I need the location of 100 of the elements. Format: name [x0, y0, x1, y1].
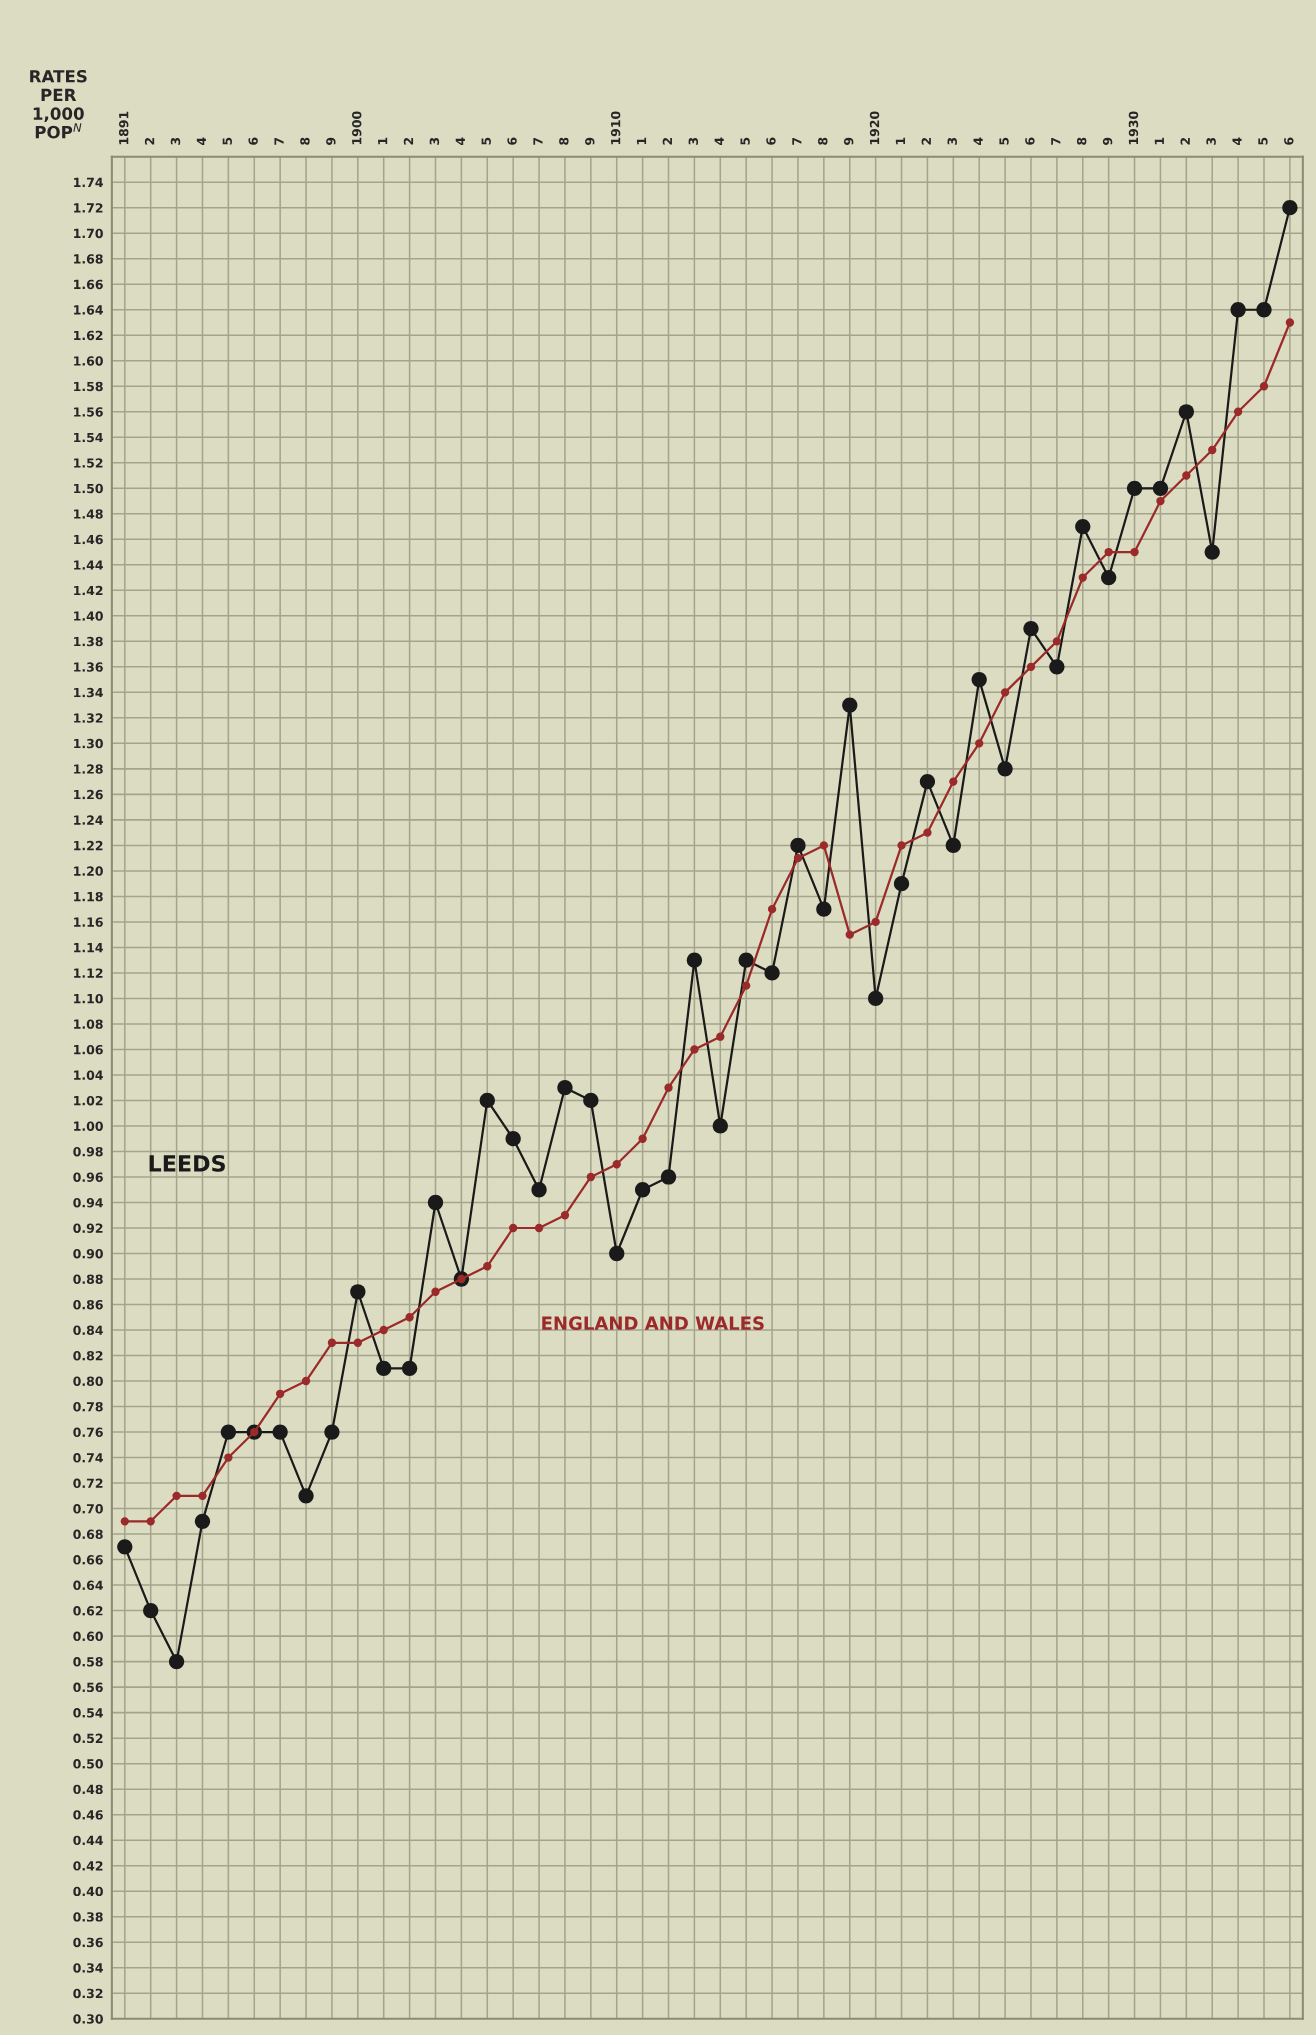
point	[793, 853, 803, 863]
point	[738, 952, 754, 968]
x-tick-label: 5	[222, 137, 232, 145]
point	[117, 1539, 133, 1555]
y-tick-label: 0.32	[73, 1988, 103, 1999]
point	[353, 1338, 362, 1347]
point	[716, 1032, 725, 1041]
y-tick-label: 1.42	[74, 585, 103, 596]
point	[1026, 662, 1036, 672]
y-tick-label: 0.50	[73, 1759, 103, 1769]
point	[1208, 445, 1217, 455]
y-tick-label: 0.92	[73, 1223, 103, 1233]
point	[505, 1131, 521, 1147]
point	[842, 697, 858, 713]
y-axis-title: RATES PER 1,000 POP$^{N}$	[30, 69, 87, 139]
point	[764, 965, 780, 981]
y-tick-label: 1.52	[74, 458, 103, 468]
y-tick-label: 1.40	[74, 611, 103, 621]
x-tick-label: 1910	[610, 111, 621, 145]
point	[660, 1169, 677, 1185]
y-tick-label: 0.80	[73, 1376, 103, 1386]
x-tick-label: 9	[843, 137, 854, 145]
y-tick-label: 0.96	[73, 1172, 103, 1182]
y-tick-label: 0.60	[73, 1631, 103, 1642]
x-tick-label: 2	[403, 137, 414, 145]
point	[405, 1313, 414, 1322]
point	[146, 1517, 155, 1526]
point	[816, 901, 832, 917]
point	[945, 837, 961, 854]
point	[1233, 407, 1243, 416]
point	[479, 1092, 495, 1109]
point	[1182, 471, 1191, 480]
x-tick-label: 1	[636, 137, 647, 145]
point	[194, 1513, 211, 1529]
point	[612, 1160, 621, 1169]
point	[845, 930, 854, 939]
point	[664, 1083, 673, 1092]
x-tick-label: 4	[973, 137, 983, 146]
x-tick-label: 3	[429, 137, 440, 145]
point	[301, 1376, 311, 1386]
point	[1101, 569, 1117, 586]
y-tick-label: 1.34	[74, 687, 103, 698]
x-tick-label: 6	[1025, 137, 1035, 145]
point	[427, 1194, 444, 1211]
point	[1285, 318, 1295, 327]
y-tick-label: 0.94	[73, 1197, 103, 1208]
y-tick-label: 0.56	[73, 1682, 103, 1693]
y-tick-label: 1.08	[74, 1019, 103, 1029]
point	[483, 1262, 492, 1271]
y-tick-label: 1.06	[74, 1044, 103, 1055]
point	[1130, 547, 1139, 557]
x-tick-label: 5	[1258, 137, 1268, 145]
y-tick-label: 0.74	[73, 1453, 103, 1463]
point	[583, 1092, 599, 1109]
point	[1230, 302, 1246, 318]
point	[1156, 496, 1165, 506]
x-tick-label: 2	[921, 137, 931, 145]
point	[531, 1182, 547, 1198]
x-tick-label: 3	[688, 137, 699, 145]
point	[324, 1424, 340, 1440]
y-tick-label: 1.28	[74, 764, 103, 774]
x-tick-label: 4	[1232, 137, 1242, 146]
point	[376, 1360, 392, 1376]
y-tick-label: 0.76	[73, 1427, 103, 1437]
point	[686, 952, 703, 968]
y-tick-label: 1.04	[74, 1070, 103, 1080]
x-tick-label: 7	[533, 137, 543, 145]
y-tick-label: 1.20	[74, 866, 103, 876]
x-tick-label: 5	[999, 137, 1009, 145]
x-tick-label: 8	[559, 137, 569, 145]
point	[560, 1211, 570, 1220]
point	[971, 671, 987, 688]
point	[893, 876, 910, 892]
x-tick-label: 4	[196, 137, 206, 146]
point	[1152, 480, 1169, 496]
point	[431, 1287, 440, 1296]
point	[1075, 518, 1091, 535]
text: LEEDS	[149, 1155, 225, 1172]
point	[790, 837, 806, 854]
point	[1178, 404, 1194, 420]
x-tick-label: 7	[792, 137, 802, 145]
y-tick-label: 1.48	[74, 509, 103, 519]
y-tick-label: 1.00	[74, 1121, 103, 1131]
y-tick-label: 0.98	[73, 1146, 103, 1157]
point	[1104, 547, 1113, 557]
text: ENGLAND AND WALES	[542, 1316, 764, 1331]
y-tick-label: 1.32	[74, 713, 103, 723]
y-tick-label: 0.64	[73, 1580, 103, 1591]
point	[198, 1491, 207, 1500]
y-tick-label: 0.66	[73, 1555, 103, 1565]
point	[997, 761, 1013, 777]
point	[298, 1488, 314, 1504]
x-tick-label: 5	[481, 137, 491, 145]
y-tick-label: 1.24	[74, 815, 103, 825]
point	[634, 1182, 651, 1198]
point	[275, 1389, 285, 1398]
x-tick-label: 9	[326, 137, 336, 145]
point	[949, 777, 958, 786]
point	[534, 1223, 544, 1233]
x-tick-label: 1	[1154, 137, 1164, 145]
